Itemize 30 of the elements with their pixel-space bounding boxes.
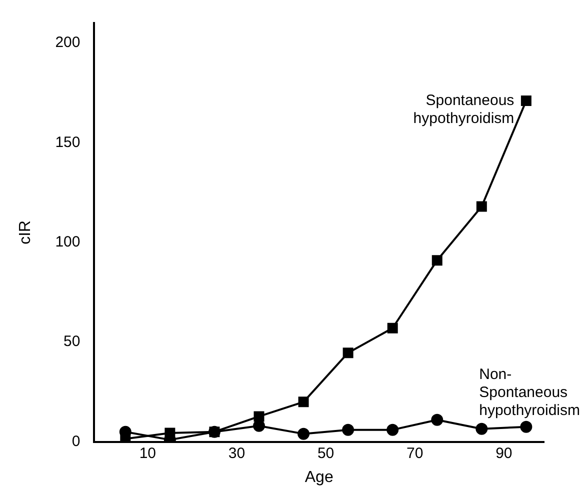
x-tick-label: 10 (139, 444, 156, 462)
y-tick-label: 100 (55, 234, 80, 251)
x-tick-label: 50 (317, 444, 334, 462)
x-axis-title: Age (304, 468, 334, 486)
x-tick-label: 70 (406, 444, 424, 462)
y-axis-title: cIR (17, 220, 34, 244)
point (164, 428, 176, 438)
series-label: Spontaneous hypothyroidism (413, 92, 514, 127)
point (476, 201, 487, 212)
x-tick-label: 30 (228, 444, 246, 462)
point (520, 420, 532, 433)
x-tick-label: 90 (496, 444, 512, 462)
point (342, 348, 354, 358)
point (386, 424, 399, 436)
point (209, 426, 220, 438)
point (431, 414, 444, 426)
y-tick-label: 50 (64, 333, 80, 350)
point (432, 255, 442, 266)
series-label: Non-Spontaneous hypothyroidism (479, 366, 580, 419)
point (254, 411, 264, 422)
point (342, 424, 354, 436)
y-tick-label: 150 (55, 134, 80, 151)
point (298, 396, 309, 408)
point (476, 422, 488, 435)
point (387, 322, 398, 334)
y-tick-label: 0 (72, 432, 80, 450)
point (520, 96, 532, 106)
point (120, 434, 131, 442)
y-tick-label: 200 (55, 34, 80, 52)
point (298, 428, 310, 440)
